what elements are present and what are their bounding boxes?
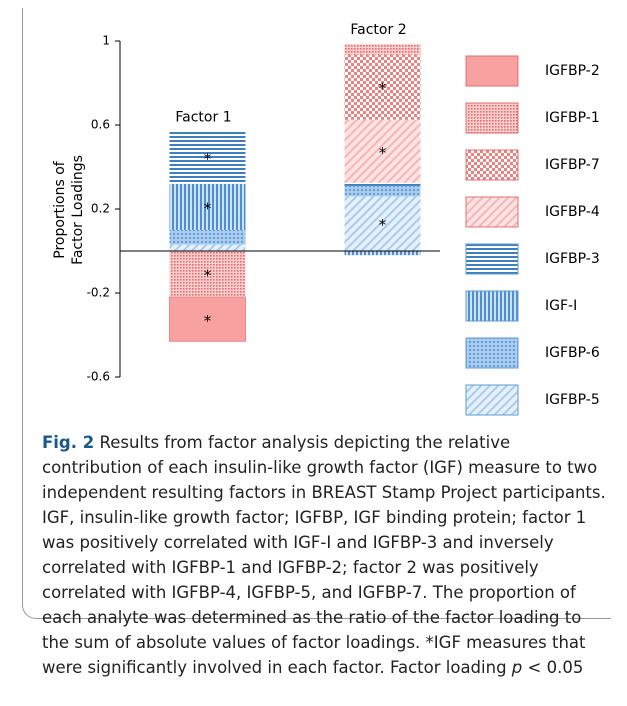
bar-segment [169,183,246,230]
bar-segment [344,185,421,197]
y-tick-label: 0.2 [91,202,110,216]
legend-label: IGFBP-4 [545,204,600,220]
caption-label: Fig. 2 [42,433,95,452]
legend-swatch [465,196,519,228]
bar-segment [169,230,246,245]
significance-mark: * [204,312,212,330]
legend-label: IGFBP-3 [545,251,600,267]
bar-segment [344,119,421,183]
bar-segment [169,244,246,251]
y-axis-label: Proportions of [52,160,68,259]
chart: Proportions of Factor Loadings 1 0.6 0.2 -0… [52,22,600,416]
legend-swatch [465,384,519,416]
legend-label: IGF-I [545,298,577,314]
legend-label: IGFBP-6 [545,345,600,361]
category-label: Factor 2 [350,22,406,38]
bar-segment [169,296,246,342]
y-axis-label: Factor Loadings [70,155,86,265]
significance-mark: * [379,80,387,98]
caption: Fig. 2 Results from factor analysis depi… [42,430,612,680]
legend-label: IGFBP-7 [545,157,600,173]
legend-swatch [465,149,519,181]
bar-segment [344,182,421,186]
bar-segment [344,196,421,251]
bar-segment [344,44,421,55]
frame [22,8,611,619]
y-tick-label: 0.6 [91,118,110,132]
caption-end: < 0.05 [522,658,584,677]
caption-text: Results from factor analysis depicting t… [42,433,606,677]
legend-swatch [465,55,519,87]
legend-label: IGFBP-2 [545,63,600,79]
y-tick-label: -0.6 [87,370,110,384]
y-tick-label: -0.2 [87,286,110,300]
significance-mark: * [379,216,387,234]
bar-segment [344,54,421,120]
bar-segment [344,251,421,256]
bar-segment [169,251,246,298]
y-tick-label: 1 [102,34,110,48]
legend-swatch [465,243,519,275]
legend-swatch [465,102,519,134]
significance-mark: * [204,267,212,285]
caption-p: p [511,658,523,677]
significance-mark: * [379,144,387,162]
legend-swatch [465,337,519,369]
legend-swatch [465,290,519,322]
bar-segment [169,131,246,184]
significance-mark: * [204,199,212,217]
legend-label: IGFBP-1 [545,110,600,126]
category-label: Factor 1 [175,109,231,125]
significance-mark: * [204,150,212,168]
legend-label: IGFBP-5 [545,392,600,408]
